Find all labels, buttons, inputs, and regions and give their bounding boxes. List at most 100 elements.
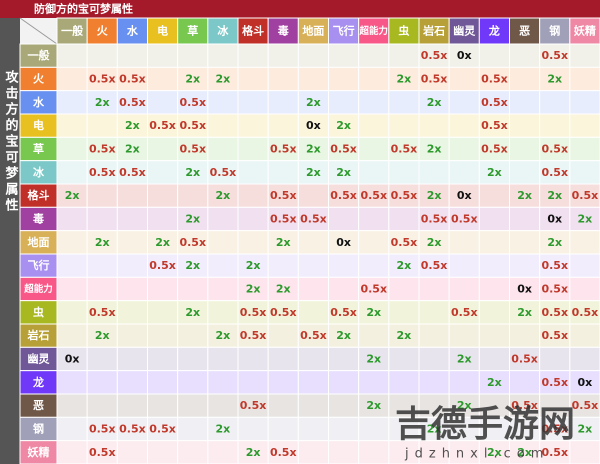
multiplier: 0.5x	[89, 166, 116, 179]
cell	[388, 300, 420, 325]
cell	[297, 276, 330, 302]
row-header: 龙	[32, 375, 44, 389]
column-header: 恶	[519, 25, 530, 38]
multiplier: 0.5x	[89, 423, 116, 436]
cell	[478, 183, 511, 208]
multiplier: 0.5x	[421, 49, 448, 62]
row-header: 飞行	[28, 258, 50, 272]
column-header: 龙	[488, 24, 500, 38]
cell	[147, 160, 179, 185]
cell	[116, 440, 149, 464]
multiplier: 2x	[246, 283, 261, 296]
cell	[177, 276, 209, 302]
cell	[56, 253, 88, 278]
cell	[237, 160, 269, 185]
corner-diagonal	[19, 17, 58, 45]
multiplier: 0.5x	[421, 73, 448, 86]
cell	[207, 393, 239, 418]
row-header: 钢	[33, 422, 44, 436]
row-header: 超能力	[23, 283, 53, 295]
multiplier: 2x	[125, 119, 140, 132]
multiplier: 0.5x	[240, 329, 267, 342]
column-header-cell	[297, 17, 330, 45]
cell	[418, 276, 450, 302]
row-axis-label: 攻击方的宝可梦属性	[3, 69, 19, 214]
column-header-cell	[418, 17, 450, 45]
cell	[297, 183, 330, 208]
multiplier: 0.5x	[300, 329, 327, 342]
column-header: 地面	[302, 24, 324, 38]
multiplier: 0x	[336, 236, 351, 249]
cell	[328, 253, 360, 278]
cell	[448, 90, 480, 115]
cell	[147, 323, 179, 348]
multiplier: 2x	[336, 166, 351, 179]
cell	[56, 66, 88, 92]
multiplier: 2x	[487, 376, 502, 389]
cell	[207, 253, 239, 278]
cell	[358, 440, 390, 464]
cell	[147, 183, 179, 208]
cell	[358, 160, 390, 185]
multiplier: 0.5x	[391, 189, 418, 202]
multiplier: 2x	[216, 73, 231, 86]
cell	[418, 113, 450, 138]
multiplier: 0.5x	[179, 119, 206, 132]
column-header-cell	[147, 17, 179, 45]
cell	[448, 370, 480, 395]
multiplier: 2x	[427, 236, 442, 249]
multiplier: 2x	[185, 166, 200, 179]
multiplier: 0.5x	[300, 213, 327, 226]
cell	[56, 113, 88, 138]
cell	[448, 66, 480, 92]
cell	[569, 160, 600, 185]
multiplier: 0.5x	[391, 143, 418, 156]
multiplier: 0.5x	[270, 143, 297, 156]
cell	[86, 370, 118, 395]
cell	[388, 160, 420, 185]
row-header: 火	[33, 73, 45, 86]
cell	[237, 136, 269, 162]
multiplier: 2x	[366, 399, 381, 412]
multiplier: 0.5x	[240, 306, 267, 319]
multiplier: 0.5x	[330, 306, 357, 319]
cell	[569, 136, 600, 162]
cell	[207, 300, 239, 325]
cell	[207, 206, 239, 232]
multiplier: 2x	[517, 446, 532, 459]
multiplier: 0.5x	[541, 376, 568, 389]
row-header: 毒	[33, 212, 44, 226]
multiplier: 2x	[547, 236, 562, 249]
cell	[86, 206, 118, 232]
cell	[207, 346, 239, 372]
multiplier: 0.5x	[572, 189, 599, 202]
cell	[297, 346, 330, 372]
cell	[56, 43, 88, 68]
cell	[147, 393, 179, 418]
cell	[207, 90, 239, 115]
column-header: 火	[97, 25, 109, 38]
multiplier: 2x	[397, 329, 412, 342]
multiplier: 2x	[125, 143, 140, 156]
cell	[478, 346, 511, 372]
cell	[448, 253, 480, 278]
cell	[267, 90, 299, 115]
cell	[56, 370, 88, 395]
cell	[207, 440, 239, 464]
column-header-cell	[539, 17, 571, 45]
multiplier: 2x	[185, 306, 200, 319]
multiplier: 0.5x	[89, 143, 116, 156]
cell	[207, 113, 239, 138]
column-header: 冰	[217, 24, 229, 38]
multiplier: 0.5x	[541, 259, 568, 272]
multiplier: 2x	[185, 73, 200, 86]
multiplier: 0.5x	[119, 96, 146, 109]
title: 防御方的宝可梦属性	[34, 2, 133, 16]
cell	[116, 206, 149, 232]
cell	[388, 346, 420, 372]
cell	[147, 136, 179, 162]
cell	[116, 43, 149, 68]
cell	[147, 206, 179, 232]
multiplier: 0.5x	[360, 283, 387, 296]
column-header: 妖精	[574, 24, 596, 38]
